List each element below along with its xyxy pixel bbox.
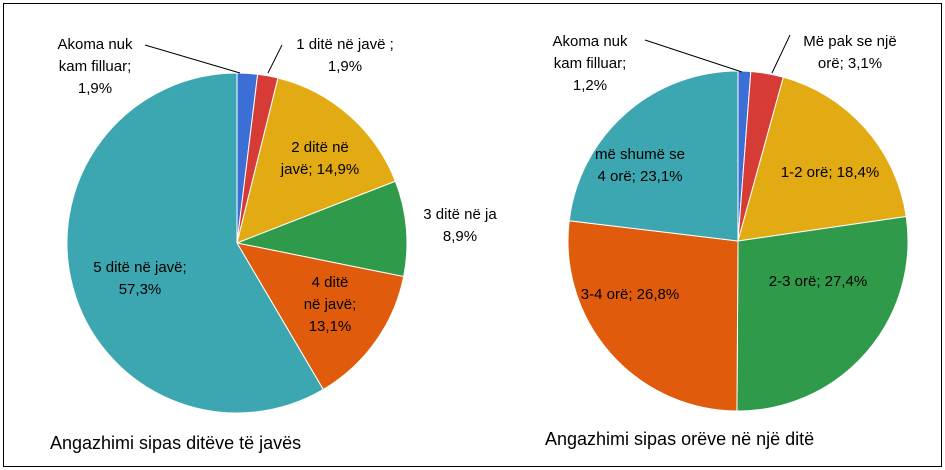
chart-title: Angazhimi sipas ditëve të javës [50, 433, 301, 453]
chart-title: Angazhimi sipas orëve në një ditë [545, 429, 814, 449]
label-line: Akoma nuk [552, 33, 628, 50]
label-line: javë; 14,9% [280, 161, 359, 178]
label-line: 2 ditë në [291, 139, 349, 156]
leader-line [267, 44, 283, 74]
leader-line [644, 39, 743, 73]
label-line: në javë; [304, 296, 357, 313]
slice-label: më shumë se 4 orë; 23,1% [595, 146, 685, 185]
label-line: kam filluar; [59, 58, 132, 75]
label-line: 1 ditë në javë ; [296, 36, 394, 53]
pie-slice [66, 72, 324, 414]
label-line: 1,9% [328, 58, 362, 75]
label-line: 2-3 orë; 27,4% [769, 273, 867, 290]
label-line: Akoma nuk [57, 36, 133, 53]
slice-label: Më pak se një orë; 3,1% [803, 33, 896, 72]
label-line: orë; 3,1% [818, 55, 882, 72]
slice-label: 4 ditë në javë; 13,1% [304, 274, 357, 335]
pie-slice [736, 215, 909, 412]
pie-slice [568, 70, 739, 242]
slice-label: 3 ditë në ja 8,9% [423, 206, 497, 245]
pie-slice [235, 180, 408, 278]
label-line: 4 ditë [312, 274, 349, 291]
label-line: kam filluar; [554, 55, 627, 72]
pie-slice [737, 76, 907, 242]
label-line: 3-4 orë; 26,8% [581, 286, 679, 303]
label-line: 1-2 orë; 18,4% [781, 164, 879, 181]
slice-label: 2-3 orë; 27,4% [769, 273, 867, 290]
slice-label: Akoma nuk kam filluar; 1,9% [57, 36, 133, 97]
slice-label: 1-2 orë; 18,4% [781, 164, 879, 181]
label-line: 3 ditë në ja [423, 206, 497, 223]
leader-line [771, 34, 791, 74]
label-line: 1,9% [78, 80, 112, 97]
label-line: 13,1% [309, 318, 352, 335]
label-line: 4 orë; 23,1% [597, 168, 682, 185]
slice-label: 2 ditë në javë; 14,9% [280, 139, 359, 178]
slice-label: Akoma nuk kam filluar; 1,2% [552, 33, 628, 94]
label-line: 8,9% [443, 228, 477, 245]
label-line: 5 ditë në javë; [93, 259, 186, 276]
label-line: Më pak se një [803, 33, 896, 50]
label-line: më shumë se [595, 146, 685, 163]
slice-label: 1 ditë në javë ; 1,9% [296, 36, 394, 75]
pie-slice [236, 77, 397, 244]
slice-label: 5 ditë në javë; 57,3% [93, 259, 186, 298]
pie-slice [567, 220, 739, 412]
label-line: 57,3% [119, 281, 162, 298]
slice-label: 3-4 orë; 26,8% [581, 286, 679, 303]
label-line: 1,2% [573, 77, 607, 94]
pie-slice [236, 242, 405, 391]
leader-line [144, 44, 241, 74]
